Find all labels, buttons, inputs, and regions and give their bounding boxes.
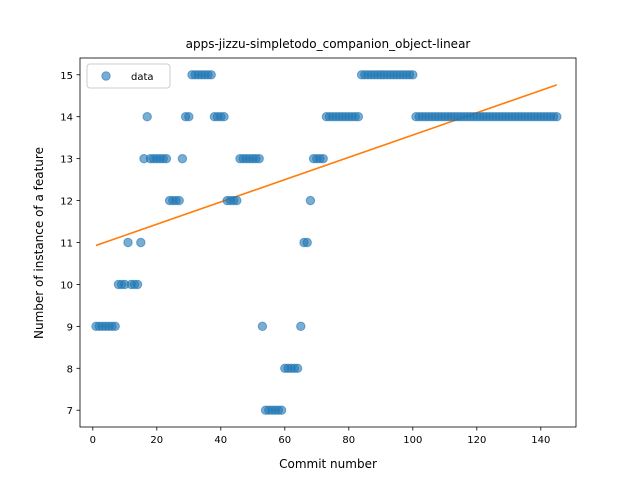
data-point	[136, 237, 146, 248]
x-axis: 0 20 40 60 80 100 120 140	[90, 427, 550, 446]
x-tick-label: 20	[150, 435, 163, 446]
x-tick-label: 120	[467, 435, 486, 446]
x-tick-label: 0	[90, 435, 96, 446]
y-tick-label: 11	[60, 239, 73, 250]
data-point	[177, 153, 188, 164]
data-point	[552, 112, 562, 122]
x-tick-label: 80	[342, 435, 355, 446]
data-point	[292, 363, 303, 373]
y-tick-label: 15	[60, 71, 73, 82]
x-axis-label: Commit number	[279, 457, 377, 471]
x-tick-label: 100	[403, 435, 422, 446]
data-point	[318, 153, 328, 164]
data-point	[132, 279, 143, 290]
y-tick-label: 10	[60, 280, 73, 291]
data-point	[305, 195, 316, 206]
y-tick-label: 9	[67, 322, 73, 333]
y-axis: 7 8 9 10 11 12 13 14 15	[60, 71, 80, 417]
y-tick-label: 13	[60, 155, 73, 166]
data-point	[408, 70, 418, 80]
data-point	[161, 153, 172, 164]
x-tick-label: 40	[214, 435, 227, 446]
data-point	[219, 112, 229, 122]
y-tick-label: 14	[60, 113, 73, 124]
data-point	[123, 237, 133, 248]
legend-marker	[101, 71, 111, 81]
data-point	[302, 237, 312, 248]
data-point	[142, 112, 152, 122]
data-point	[174, 195, 184, 206]
data-point	[353, 112, 364, 122]
x-tick-label: 140	[531, 435, 550, 446]
y-tick-label: 12	[60, 197, 73, 208]
y-tick-label: 7	[67, 406, 73, 417]
y-tick-label: 8	[67, 364, 73, 375]
data-point	[254, 153, 264, 164]
data-points-layer	[91, 70, 562, 415]
y-axis-label: Number of instance of a feature	[32, 147, 46, 339]
data-point	[110, 321, 120, 332]
data-point	[257, 321, 268, 332]
legend-label: data	[131, 72, 154, 83]
legend: data	[86, 63, 171, 89]
chart-title: apps-jizzu-simpletodo_companion_object-l…	[186, 37, 471, 51]
data-point	[184, 112, 194, 122]
x-tick-label: 60	[278, 435, 291, 446]
legend-box	[86, 63, 171, 89]
data-point	[296, 321, 306, 332]
data-point	[276, 405, 287, 415]
data-point	[206, 70, 216, 80]
data-point	[232, 195, 242, 206]
fit-line	[95, 84, 558, 247]
fit-line-layer	[95, 84, 558, 247]
